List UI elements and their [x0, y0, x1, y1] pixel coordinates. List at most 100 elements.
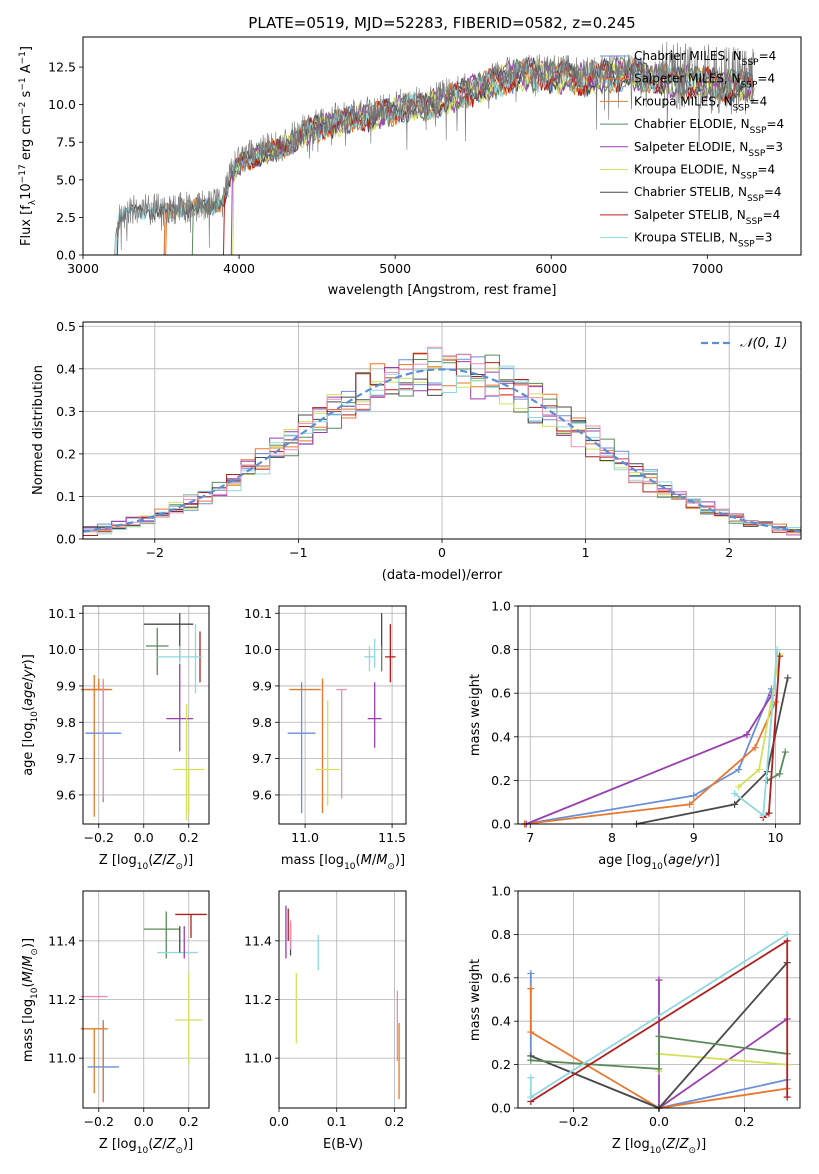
y-tick-label: 0.0	[491, 817, 511, 832]
label-part: Z [log	[99, 853, 137, 868]
label-part: /	[21, 677, 36, 682]
y-tick-label: 0.4	[491, 729, 511, 744]
x-axis-label: age [log10(age/yr)]	[598, 853, 720, 872]
weight-marker	[783, 1093, 791, 1101]
y-tick-label: 0.2	[56, 446, 76, 461]
y-tick-label: 10.0	[244, 642, 272, 657]
weight-marker	[731, 800, 739, 808]
y-tick-label: 0.8	[491, 927, 511, 942]
label-part: Z [log	[612, 1137, 650, 1152]
label-part: 10	[650, 1146, 662, 1156]
x-tick-label: 0.2	[179, 1114, 199, 1129]
weight-marker	[527, 1074, 535, 1082]
x-tick-label: −1	[289, 545, 307, 560]
legend-entry: Chabrier ELODIE, NSSP=4	[634, 117, 784, 136]
weight-series	[658, 980, 788, 1110]
y-tick-label: 9.9	[252, 678, 272, 693]
errorbar-point	[287, 682, 316, 814]
weight-marker	[655, 976, 663, 984]
weight-marker	[655, 1032, 663, 1040]
x-tick-label: 11.0	[291, 830, 319, 845]
label-part: )]	[696, 1137, 706, 1152]
x-axis-label: E(B-V)	[323, 1137, 363, 1152]
weight-marker	[751, 744, 759, 752]
residuals-frame: −2 −1 0 1 2 0.0 0.1 0.2 0.3 0.4 0.5	[56, 319, 802, 560]
label-part: M	[21, 971, 36, 982]
label-part: Flux [f	[19, 205, 34, 246]
x-axis-label: Z [log10(Z/Z⊙)]	[612, 1137, 706, 1156]
y-tick-label: 0.3	[56, 404, 76, 419]
label-part: SSP	[748, 149, 765, 159]
label-part: SSP	[747, 194, 764, 204]
y-tick-label: 9.6	[56, 787, 76, 802]
residual-histogram	[83, 346, 801, 536]
y-tick-label: 10.0	[48, 97, 76, 112]
errorbar-point	[385, 624, 396, 683]
weight-marker	[765, 809, 773, 817]
label-part: 10	[19, 183, 34, 200]
label-part: (	[661, 1137, 666, 1152]
x-axis-label: mass [log10(M/M⊙)]	[281, 853, 405, 872]
label-part: 10	[137, 862, 149, 872]
label-part: SSP	[733, 103, 750, 113]
label-part: (	[21, 706, 36, 711]
y-tick-label: 11.0	[244, 1051, 272, 1066]
label-part: Chabrier MILES, N	[634, 49, 742, 63]
y-tick-label: 0.4	[56, 361, 76, 376]
label-part: erg cm	[19, 115, 34, 164]
y-tick-label: 5.0	[56, 172, 76, 187]
label-part: Salpeter ELODIE, N	[634, 140, 748, 154]
x-tick-label: 5000	[379, 261, 411, 276]
age_vs_mass-axes	[279, 606, 406, 824]
mass_vs_Z-axes	[83, 891, 209, 1108]
legend-entry: Salpeter STELIB, NSSP=4	[634, 208, 780, 227]
label-part: age [log	[21, 723, 36, 776]
y-tick-label: 11.2	[244, 992, 272, 1007]
y-tick-label: 10.1	[244, 606, 272, 621]
weight-marker	[527, 1056, 535, 1064]
y-axis-label: Flux [fλ10−17 erg cm−2 s−1 A−1]	[18, 46, 38, 246]
y-tick-label: 9.6	[252, 787, 272, 802]
label-part: /	[162, 1137, 167, 1152]
label-part: 10	[344, 862, 356, 872]
label-part: −1	[18, 77, 28, 90]
x-tick-label: 0.1	[327, 1114, 347, 1129]
y-axis-label: mass [log10(M/M⊙)]	[21, 938, 40, 1062]
errorbar-point	[315, 700, 340, 806]
y-tick-label: 0.0	[491, 1101, 511, 1116]
x-axis-label: wavelength [Angstrom, rest frame]	[328, 283, 557, 298]
label-part: ⊙	[30, 948, 40, 956]
errorbar-point	[166, 664, 194, 752]
y-tick-label: 11.4	[48, 933, 76, 948]
label-part: Chabrier ELODIE, N	[634, 117, 750, 131]
label-part: A	[19, 64, 34, 77]
label-part: =4	[759, 49, 777, 63]
label-part: =4	[766, 117, 784, 131]
weight-marker	[763, 776, 771, 784]
weight-marker	[773, 646, 781, 654]
label-part: 10	[651, 862, 663, 872]
label-part: (	[148, 853, 153, 868]
weight-series	[529, 988, 788, 1109]
x-tick-label: 0.0	[134, 1114, 154, 1129]
weight_vs_age-axes	[518, 605, 800, 825]
weight-series	[636, 677, 789, 825]
y-tick-label: 9.9	[56, 678, 76, 693]
label-part: age	[668, 853, 692, 868]
label-part: M	[21, 956, 36, 967]
weight-marker	[527, 1028, 535, 1036]
label-part: Z	[679, 1137, 690, 1152]
y-tick-label: 9.8	[252, 715, 272, 730]
label-part: ⊙	[688, 1146, 696, 1156]
mass_vs_Z-frame: −0.2 0.0 0.2 11.0 11.2 11.4	[48, 890, 210, 1129]
weight-marker	[781, 748, 789, 756]
label-part: M	[361, 853, 372, 868]
y-tick-label: 0.2	[491, 773, 511, 788]
x-tick-label: 0.2	[385, 1114, 405, 1129]
label-part: =4	[764, 185, 782, 199]
legend-entry: 𝒩(0, 1)	[740, 336, 787, 351]
errorbar-point	[364, 645, 375, 672]
y-tick-label: 10.0	[48, 642, 76, 657]
x-tick-label: 0	[438, 545, 446, 560]
weight_vs_age-border	[517, 605, 801, 825]
